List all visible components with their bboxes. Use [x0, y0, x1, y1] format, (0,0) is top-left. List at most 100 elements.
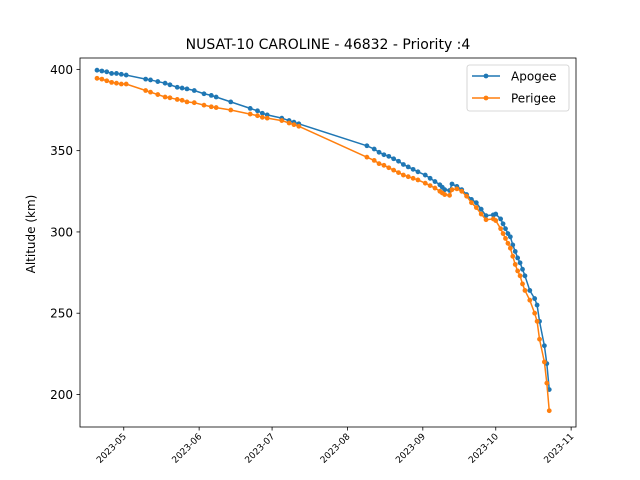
series-apogee	[94, 67, 552, 393]
data-point-apogee	[213, 94, 219, 100]
series-line-perigee	[96, 77, 550, 411]
data-point-perigee	[459, 188, 465, 194]
data-point-apogee	[184, 86, 190, 92]
data-point-perigee	[532, 310, 538, 316]
data-point-apogee	[179, 85, 185, 91]
data-point-apogee	[191, 88, 197, 93]
data-point-apogee	[109, 71, 115, 76]
data-point-perigee	[143, 88, 149, 93]
chart-title: NUSAT-10 CAROLINE - 46832 - Priority :4	[186, 37, 471, 53]
legend-marker-apogee	[483, 73, 489, 79]
y-axis-label: Altitude (km)	[24, 195, 38, 274]
data-point-apogee	[515, 255, 521, 261]
data-point-apogee	[473, 200, 479, 206]
data-point-perigee	[405, 174, 411, 180]
data-point-perigee	[447, 192, 452, 198]
data-point-perigee	[123, 81, 129, 87]
series-perigee	[94, 75, 552, 414]
data-point-perigee	[537, 336, 542, 342]
data-point-apogee	[123, 72, 129, 78]
data-point-perigee	[162, 94, 168, 100]
data-point-perigee	[118, 81, 124, 87]
data-point-apogee	[478, 206, 484, 212]
data-point-perigee	[512, 262, 518, 267]
data-point-apogee	[155, 79, 161, 84]
data-point-apogee	[400, 162, 406, 167]
data-point-perigee	[498, 226, 504, 232]
data-point-perigee	[427, 183, 433, 189]
data-point-apogee	[167, 82, 173, 88]
data-point-apogee	[527, 288, 533, 293]
data-point-apogee	[259, 110, 265, 116]
x-tick-label: 2023-06	[171, 432, 205, 466]
x-tick-label: 2023-05	[95, 432, 129, 466]
data-point-apogee	[104, 69, 110, 75]
data-point-perigee	[167, 95, 173, 101]
y-tick-label: 400	[50, 63, 73, 77]
data-point-apogee	[143, 76, 149, 82]
data-point-perigee	[148, 89, 153, 95]
data-point-apogee	[410, 166, 416, 172]
data-point-apogee	[483, 213, 489, 219]
data-point-perigee	[114, 80, 119, 86]
data-point-apogee	[532, 296, 538, 301]
data-point-apogee	[371, 146, 377, 152]
data-point-perigee	[522, 288, 528, 293]
data-point-perigee	[179, 97, 185, 103]
data-point-apogee	[422, 172, 428, 178]
data-point-apogee	[118, 71, 124, 77]
data-point-apogee	[228, 99, 234, 105]
data-point-perigee	[381, 162, 387, 168]
data-point-perigee	[500, 231, 506, 236]
data-point-apogee	[449, 181, 455, 187]
data-point-perigee	[473, 205, 479, 210]
data-point-perigee	[376, 161, 382, 167]
data-point-perigee	[422, 180, 428, 186]
data-point-perigee	[541, 359, 547, 365]
data-point-apogee	[507, 234, 513, 240]
data-point-apogee	[520, 266, 525, 272]
data-point-perigee	[386, 165, 392, 171]
data-point-apogee	[405, 164, 411, 170]
x-tick-label: 2023-11	[543, 432, 577, 466]
data-point-apogee	[201, 91, 207, 97]
data-point-apogee	[208, 92, 214, 98]
data-point-apogee	[174, 84, 180, 90]
axes-layer: 200 250 300 350 400 2023-05 2023-06 2023-07 2023…	[50, 57, 577, 466]
x-tick-label: 2023-08	[319, 432, 353, 466]
data-point-perigee	[264, 115, 270, 121]
data-point-perigee	[191, 100, 197, 106]
data-point-apogee	[247, 105, 253, 111]
data-point-apogee	[432, 179, 438, 184]
data-point-perigee	[391, 167, 397, 173]
data-point-apogee	[381, 152, 387, 158]
data-point-perigee	[400, 172, 406, 178]
data-point-apogee	[534, 302, 540, 308]
data-point-perigee	[396, 170, 401, 176]
y-tick-label: 250	[50, 307, 73, 321]
data-point-perigee	[291, 122, 297, 128]
data-point-perigee	[505, 240, 511, 246]
data-point-perigee	[247, 111, 253, 117]
data-point-perigee	[371, 158, 377, 163]
data-point-perigee	[503, 236, 508, 241]
data-point-apogee	[541, 343, 547, 349]
data-point-perigee	[94, 75, 100, 81]
data-point-perigee	[228, 107, 234, 113]
data-point-apogee	[99, 68, 105, 74]
data-point-perigee	[478, 211, 484, 217]
x-tick-label: 2023-09	[394, 432, 428, 466]
data-point-perigee	[517, 273, 523, 279]
data-point-apogee	[391, 156, 397, 162]
data-point-perigee	[442, 192, 448, 197]
data-point-perigee	[483, 217, 489, 223]
data-point-apogee	[498, 216, 504, 222]
series-layer	[94, 67, 552, 414]
data-point-apogee	[415, 169, 421, 175]
data-point-perigee	[464, 193, 469, 199]
data-point-apogee	[364, 143, 370, 149]
data-point-apogee	[493, 211, 499, 217]
data-point-apogee	[522, 273, 528, 279]
data-point-perigee	[99, 76, 105, 82]
